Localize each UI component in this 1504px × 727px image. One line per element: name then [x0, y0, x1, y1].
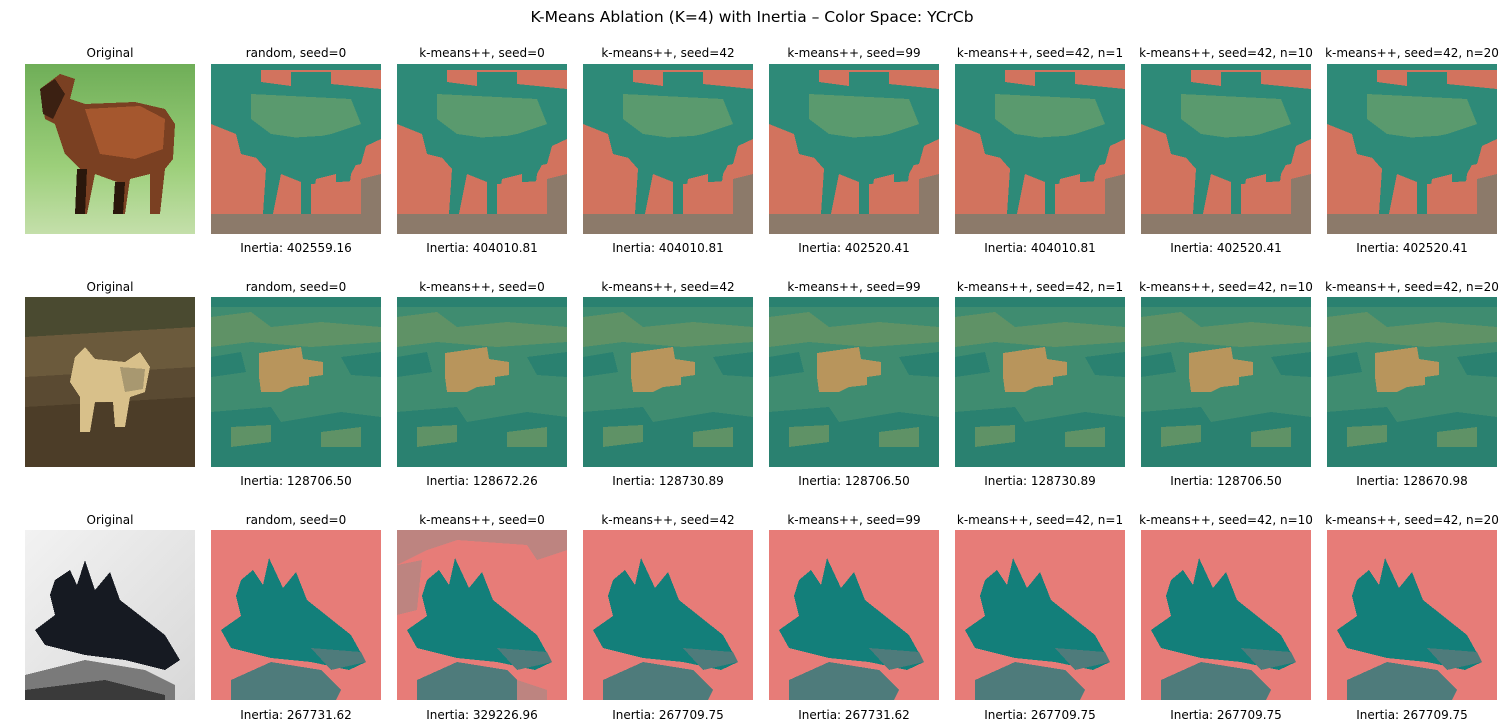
panel-title: k-means++, seed=42, n=1 [956, 280, 1124, 294]
segmented-image-airplane [955, 530, 1125, 700]
segmented-image-deer [583, 297, 753, 467]
original-image-horse [25, 64, 195, 234]
inertia-label: Inertia: 402520.41 [1170, 241, 1282, 255]
inertia-label: Inertia: 267731.62 [240, 708, 352, 722]
inertia-label: Inertia: 402559.16 [240, 241, 352, 255]
panel-title: k-means++, seed=42 [601, 513, 735, 527]
panel-title: random, seed=0 [245, 280, 347, 294]
segmented-image-deer [955, 297, 1125, 467]
panel-title: k-means++, seed=42 [601, 280, 735, 294]
inertia-label: Inertia: 267709.75 [612, 708, 724, 722]
inertia-label: Inertia: 128670.98 [1356, 474, 1468, 488]
inertia-label: Inertia: 402520.41 [1356, 241, 1468, 255]
segmented-image-airplane [1141, 530, 1311, 700]
original-label: Original [86, 46, 134, 60]
inertia-label: Inertia: 402520.41 [798, 241, 910, 255]
panel-title: k-means++, seed=99 [787, 513, 921, 527]
inertia-label: Inertia: 404010.81 [612, 241, 724, 255]
panel-title: k-means++, seed=99 [787, 280, 921, 294]
inertia-label: Inertia: 128730.89 [984, 474, 1096, 488]
inertia-label: Inertia: 404010.81 [984, 241, 1096, 255]
panel-title: k-means++, seed=42, n=1 [956, 46, 1124, 60]
panel-title: k-means++, seed=42, n=1 [956, 513, 1124, 527]
panel-title: k-means++, seed=42, n=20 [1325, 280, 1499, 294]
panel-title: k-means++, seed=42 [601, 46, 735, 60]
panel-title: k-means++, seed=42, n=10 [1139, 513, 1313, 527]
segmented-image-airplane [583, 530, 753, 700]
panel-title: random, seed=0 [245, 513, 347, 527]
segmented-image-horse [1141, 64, 1311, 234]
panel-title: k-means++, seed=0 [419, 46, 545, 60]
segmented-image-horse [955, 64, 1125, 234]
original-image-deer [25, 297, 195, 467]
panel-title: k-means++, seed=42, n=10 [1139, 280, 1313, 294]
inertia-label: Inertia: 404010.81 [426, 241, 538, 255]
segmented-image-deer [1327, 297, 1497, 467]
segmented-image-airplane [1327, 530, 1497, 700]
segmented-image-airplane [397, 530, 567, 700]
panel-title: k-means++, seed=42, n=20 [1325, 46, 1499, 60]
inertia-label: Inertia: 329226.96 [426, 708, 538, 722]
segmented-image-airplane [211, 530, 381, 700]
panel-title: k-means++, seed=0 [419, 280, 545, 294]
inertia-label: Inertia: 128706.50 [1170, 474, 1282, 488]
panel-title: k-means++, seed=42, n=10 [1139, 46, 1313, 60]
inertia-label: Inertia: 128706.50 [240, 474, 352, 488]
original-label: Original [86, 513, 134, 527]
inertia-label: Inertia: 128706.50 [798, 474, 910, 488]
inertia-label: Inertia: 267731.62 [798, 708, 910, 722]
segmented-image-airplane [769, 530, 939, 700]
segmented-image-horse [1327, 64, 1497, 234]
original-label: Original [86, 280, 134, 294]
inertia-label: Inertia: 267709.75 [984, 708, 1096, 722]
panel-title: k-means++, seed=42, n=20 [1325, 513, 1499, 527]
segmented-image-horse [583, 64, 753, 234]
original-image-airplane [25, 530, 195, 700]
segmented-image-deer [769, 297, 939, 467]
panel-title: k-means++, seed=99 [787, 46, 921, 60]
panel-title: random, seed=0 [245, 46, 347, 60]
segmented-image-deer [397, 297, 567, 467]
figure-title: K-Means Ablation (K=4) with Inertia – Co… [530, 8, 974, 26]
inertia-label: Inertia: 267709.75 [1170, 708, 1282, 722]
panel-title: k-means++, seed=0 [419, 513, 545, 527]
inertia-label: Inertia: 267709.75 [1356, 708, 1468, 722]
segmented-image-horse [769, 64, 939, 234]
inertia-label: Inertia: 128672.26 [426, 474, 538, 488]
segmented-image-deer [211, 297, 381, 467]
inertia-label: Inertia: 128730.89 [612, 474, 724, 488]
segmented-image-horse [397, 64, 567, 234]
segmented-image-horse [211, 64, 381, 234]
segmented-image-deer [1141, 297, 1311, 467]
